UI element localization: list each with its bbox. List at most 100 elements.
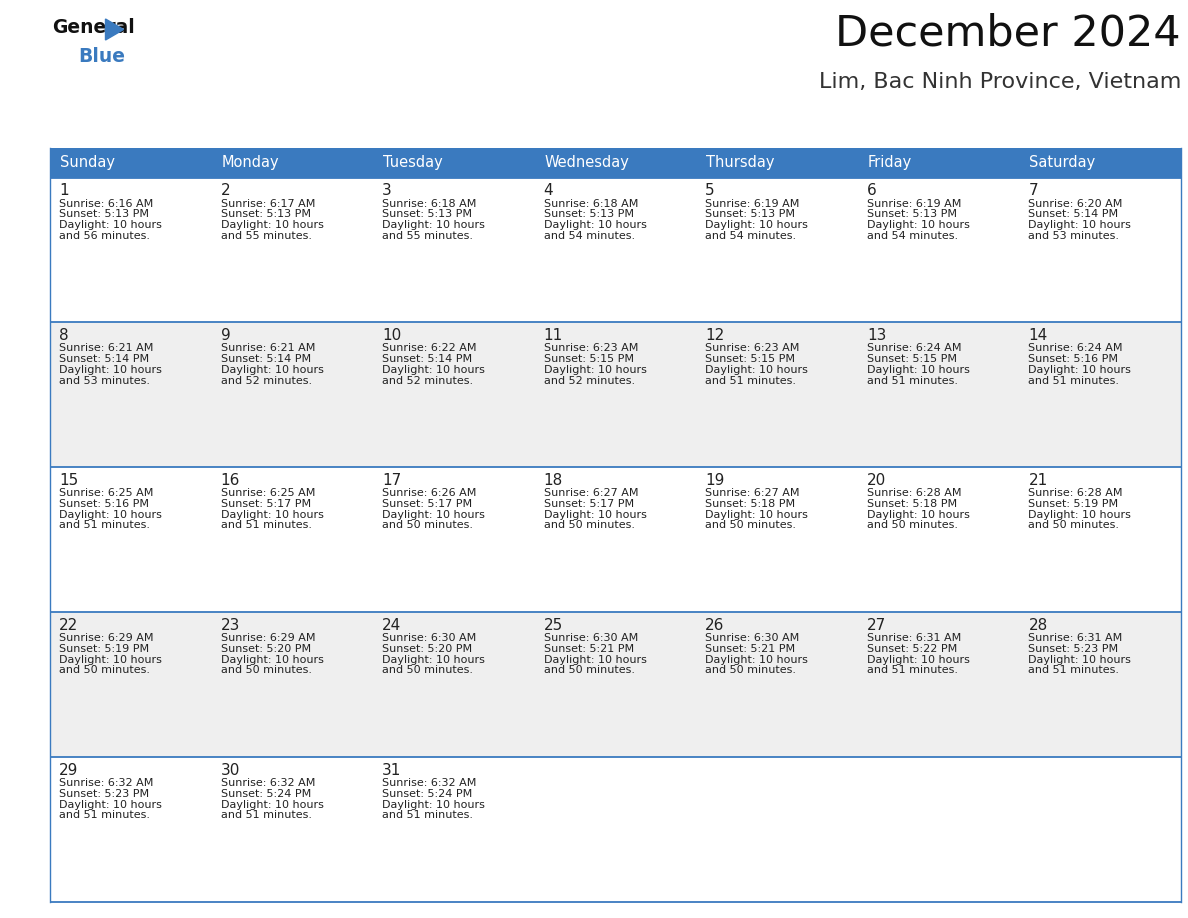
Text: Sunrise: 6:17 AM: Sunrise: 6:17 AM bbox=[221, 198, 315, 208]
Bar bbox=[50, 757, 1181, 902]
Text: Sunset: 5:23 PM: Sunset: 5:23 PM bbox=[1029, 644, 1119, 654]
Text: Sunrise: 6:25 AM: Sunrise: 6:25 AM bbox=[59, 488, 153, 498]
Text: and 51 minutes.: and 51 minutes. bbox=[1029, 375, 1119, 386]
Text: 28: 28 bbox=[1029, 618, 1048, 633]
Text: and 50 minutes.: and 50 minutes. bbox=[867, 521, 958, 531]
Text: 7: 7 bbox=[1029, 183, 1038, 198]
Text: Sunrise: 6:22 AM: Sunrise: 6:22 AM bbox=[383, 343, 476, 353]
Text: Sunday: Sunday bbox=[61, 155, 115, 170]
Text: Sunrise: 6:20 AM: Sunrise: 6:20 AM bbox=[1029, 198, 1123, 208]
Text: and 55 minutes.: and 55 minutes. bbox=[221, 230, 311, 241]
Text: and 54 minutes.: and 54 minutes. bbox=[867, 230, 958, 241]
Text: Sunrise: 6:19 AM: Sunrise: 6:19 AM bbox=[706, 198, 800, 208]
Text: 15: 15 bbox=[59, 473, 78, 487]
Text: and 50 minutes.: and 50 minutes. bbox=[221, 666, 311, 676]
Text: Daylight: 10 hours: Daylight: 10 hours bbox=[383, 364, 485, 375]
Text: Friday: Friday bbox=[868, 155, 912, 170]
Bar bbox=[50, 322, 1181, 467]
Text: Sunset: 5:21 PM: Sunset: 5:21 PM bbox=[544, 644, 634, 654]
Text: and 51 minutes.: and 51 minutes. bbox=[59, 811, 150, 820]
Text: Sunset: 5:19 PM: Sunset: 5:19 PM bbox=[59, 644, 150, 654]
Text: Sunrise: 6:29 AM: Sunrise: 6:29 AM bbox=[59, 633, 153, 644]
Text: Sunset: 5:14 PM: Sunset: 5:14 PM bbox=[383, 354, 473, 364]
Text: Daylight: 10 hours: Daylight: 10 hours bbox=[544, 509, 646, 520]
Text: 16: 16 bbox=[221, 473, 240, 487]
Text: and 52 minutes.: and 52 minutes. bbox=[544, 375, 634, 386]
Text: Daylight: 10 hours: Daylight: 10 hours bbox=[59, 364, 162, 375]
Text: Daylight: 10 hours: Daylight: 10 hours bbox=[1029, 655, 1131, 665]
Text: Daylight: 10 hours: Daylight: 10 hours bbox=[544, 220, 646, 230]
Text: Sunset: 5:21 PM: Sunset: 5:21 PM bbox=[706, 644, 796, 654]
Text: Sunset: 5:22 PM: Sunset: 5:22 PM bbox=[867, 644, 958, 654]
Text: Wednesday: Wednesday bbox=[545, 155, 630, 170]
Text: 1: 1 bbox=[59, 183, 69, 198]
Text: and 51 minutes.: and 51 minutes. bbox=[221, 521, 311, 531]
Text: Daylight: 10 hours: Daylight: 10 hours bbox=[544, 655, 646, 665]
Text: and 51 minutes.: and 51 minutes. bbox=[59, 521, 150, 531]
Text: 17: 17 bbox=[383, 473, 402, 487]
Text: 18: 18 bbox=[544, 473, 563, 487]
Text: 31: 31 bbox=[383, 763, 402, 778]
Text: 10: 10 bbox=[383, 328, 402, 343]
Text: and 51 minutes.: and 51 minutes. bbox=[221, 811, 311, 820]
Text: 8: 8 bbox=[59, 328, 69, 343]
Text: 3: 3 bbox=[383, 183, 392, 198]
Text: Sunrise: 6:30 AM: Sunrise: 6:30 AM bbox=[383, 633, 476, 644]
Text: Sunrise: 6:28 AM: Sunrise: 6:28 AM bbox=[1029, 488, 1123, 498]
Text: 30: 30 bbox=[221, 763, 240, 778]
Text: Daylight: 10 hours: Daylight: 10 hours bbox=[706, 509, 808, 520]
Text: Daylight: 10 hours: Daylight: 10 hours bbox=[221, 509, 323, 520]
Text: and 50 minutes.: and 50 minutes. bbox=[59, 666, 150, 676]
Bar bbox=[535, 148, 696, 177]
Text: Daylight: 10 hours: Daylight: 10 hours bbox=[383, 800, 485, 810]
Text: 2: 2 bbox=[221, 183, 230, 198]
Text: Sunset: 5:13 PM: Sunset: 5:13 PM bbox=[544, 209, 633, 219]
Text: Daylight: 10 hours: Daylight: 10 hours bbox=[221, 655, 323, 665]
Text: and 50 minutes.: and 50 minutes. bbox=[383, 521, 473, 531]
Text: Daylight: 10 hours: Daylight: 10 hours bbox=[383, 509, 485, 520]
Bar bbox=[1019, 148, 1181, 177]
Text: Daylight: 10 hours: Daylight: 10 hours bbox=[221, 220, 323, 230]
Text: and 53 minutes.: and 53 minutes. bbox=[59, 375, 150, 386]
Text: Daylight: 10 hours: Daylight: 10 hours bbox=[867, 655, 969, 665]
Text: Sunrise: 6:32 AM: Sunrise: 6:32 AM bbox=[383, 778, 476, 788]
Text: Daylight: 10 hours: Daylight: 10 hours bbox=[59, 655, 162, 665]
Text: Sunset: 5:17 PM: Sunset: 5:17 PM bbox=[221, 499, 311, 509]
Text: Sunrise: 6:18 AM: Sunrise: 6:18 AM bbox=[383, 198, 476, 208]
Text: and 54 minutes.: and 54 minutes. bbox=[544, 230, 634, 241]
Text: 11: 11 bbox=[544, 328, 563, 343]
Text: 19: 19 bbox=[706, 473, 725, 487]
Text: and 50 minutes.: and 50 minutes. bbox=[544, 521, 634, 531]
Text: Sunrise: 6:26 AM: Sunrise: 6:26 AM bbox=[383, 488, 476, 498]
Bar bbox=[373, 148, 535, 177]
Text: Sunset: 5:20 PM: Sunset: 5:20 PM bbox=[221, 644, 311, 654]
Text: and 50 minutes.: and 50 minutes. bbox=[706, 666, 796, 676]
Text: and 51 minutes.: and 51 minutes. bbox=[1029, 666, 1119, 676]
Text: 23: 23 bbox=[221, 618, 240, 633]
Text: and 53 minutes.: and 53 minutes. bbox=[1029, 230, 1119, 241]
Text: Sunset: 5:15 PM: Sunset: 5:15 PM bbox=[867, 354, 956, 364]
Text: Sunset: 5:14 PM: Sunset: 5:14 PM bbox=[1029, 209, 1119, 219]
Text: Sunset: 5:14 PM: Sunset: 5:14 PM bbox=[221, 354, 311, 364]
Polygon shape bbox=[106, 19, 124, 40]
Text: 29: 29 bbox=[59, 763, 78, 778]
Text: 22: 22 bbox=[59, 618, 78, 633]
Text: Daylight: 10 hours: Daylight: 10 hours bbox=[867, 509, 969, 520]
Text: Daylight: 10 hours: Daylight: 10 hours bbox=[1029, 364, 1131, 375]
Text: 13: 13 bbox=[867, 328, 886, 343]
Text: Sunset: 5:13 PM: Sunset: 5:13 PM bbox=[221, 209, 310, 219]
Text: and 51 minutes.: and 51 minutes. bbox=[867, 375, 958, 386]
Text: and 54 minutes.: and 54 minutes. bbox=[706, 230, 796, 241]
Text: Sunset: 5:15 PM: Sunset: 5:15 PM bbox=[544, 354, 633, 364]
Text: Sunrise: 6:31 AM: Sunrise: 6:31 AM bbox=[1029, 633, 1123, 644]
Text: 25: 25 bbox=[544, 618, 563, 633]
Text: Sunrise: 6:30 AM: Sunrise: 6:30 AM bbox=[706, 633, 800, 644]
Text: and 50 minutes.: and 50 minutes. bbox=[1029, 521, 1119, 531]
Text: Sunrise: 6:24 AM: Sunrise: 6:24 AM bbox=[867, 343, 961, 353]
Bar bbox=[696, 148, 858, 177]
Text: Tuesday: Tuesday bbox=[384, 155, 443, 170]
Text: and 51 minutes.: and 51 minutes. bbox=[706, 375, 796, 386]
Text: 26: 26 bbox=[706, 618, 725, 633]
Bar bbox=[50, 467, 1181, 612]
Text: Daylight: 10 hours: Daylight: 10 hours bbox=[59, 220, 162, 230]
